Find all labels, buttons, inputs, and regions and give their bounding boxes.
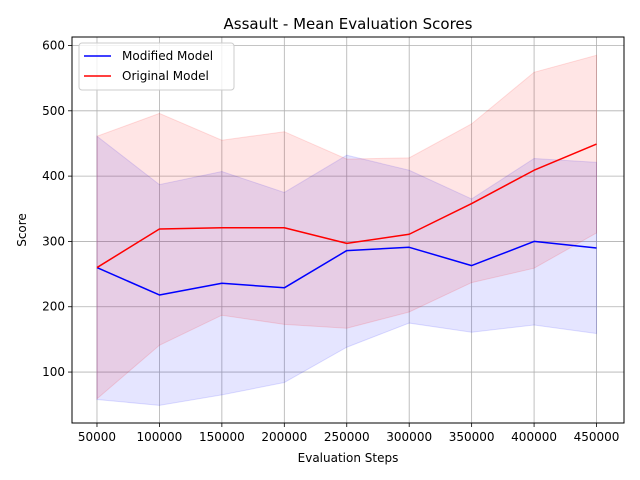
legend-label: Modified Model [122,49,213,63]
y-axis-ticks: 100 200 300 400 500 600 [42,38,72,379]
x-tick-label: 150000 [199,430,245,444]
legend-label: Original Model [122,69,209,83]
legend: Modified Model Original Model [78,42,235,91]
x-tick-label: 400000 [511,430,557,444]
series-line-0 [96,240,597,296]
x-tick-label: 100000 [137,430,183,444]
x-tick-label: 200000 [261,430,307,444]
series-line-1 [96,143,597,269]
y-tick-label: 600 [42,38,65,52]
x-tick-label: 450000 [574,430,620,444]
y-tick-label: 300 [42,234,65,248]
y-tick-label: 400 [42,169,65,183]
y-tick-label: 100 [42,365,65,379]
y-tick-label: 500 [42,104,65,118]
y-axis-label: Score [15,213,29,247]
legend-frame [78,42,235,91]
x-axis-label: Evaluation Steps [298,451,399,465]
series-lines [96,143,597,296]
x-tick-label: 350000 [449,430,495,444]
x-tick-label: 50000 [78,430,116,444]
x-axis-ticks: 50000 100000 150000 200000 250000 300000 35000… [78,423,620,444]
y-tick-label: 200 [42,300,65,314]
plot-frame [71,36,625,424]
grid [72,37,624,423]
x-tick-label: 250000 [324,430,370,444]
confidence-band-1 [96,54,598,400]
x-tick-label: 300000 [386,430,432,444]
chart-title: Assault - Mean Evaluation Scores [224,15,473,33]
